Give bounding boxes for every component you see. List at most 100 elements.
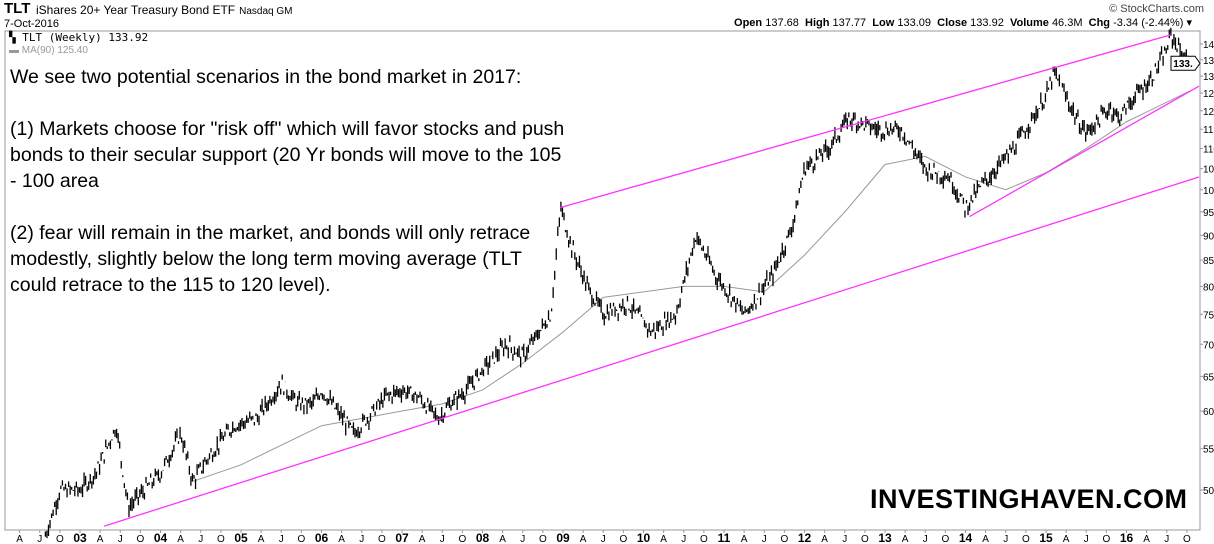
x-tick-label: 15	[1039, 531, 1053, 544]
x-tick-label: J	[440, 534, 445, 544]
y-tick-label: 75	[1203, 310, 1214, 321]
x-tick-label: J	[359, 534, 364, 544]
ohlc-bar: Open 137.68 High 137.77 Low 133.09 Close…	[734, 17, 1192, 30]
price-tag-label: 133.	[1173, 59, 1193, 70]
y-tick-label: 135	[1203, 56, 1214, 67]
x-tick-label: A	[741, 534, 748, 544]
annotation-line: (2) fear will remain in the market, and …	[10, 222, 531, 296]
x-tick-label: 07	[395, 531, 409, 544]
open-label: Open	[734, 17, 763, 29]
x-tick-label: J	[520, 534, 525, 544]
x-tick-label: 16	[1120, 531, 1134, 544]
open-value: 137.68	[765, 17, 799, 29]
x-tick-label: O	[539, 534, 547, 544]
low-label: Low	[872, 17, 895, 29]
x-tick-label: J	[923, 534, 928, 544]
x-tick-label: 10	[637, 531, 651, 544]
y-tick-label: 130	[1203, 72, 1214, 83]
trendline	[103, 176, 1200, 527]
trendline	[969, 85, 1200, 218]
y-tick-label: 60	[1203, 407, 1214, 418]
x-tick-label: J	[842, 534, 847, 544]
x-tick-label: J	[279, 534, 284, 544]
x-tick-label: O	[1102, 534, 1110, 544]
x-tick-label: O	[56, 534, 64, 544]
y-tick-label: 110	[1203, 144, 1214, 155]
x-tick-label: J	[601, 534, 606, 544]
x-tick-label: O	[619, 534, 627, 544]
x-tick-label: A	[1143, 534, 1150, 544]
x-tick-label: 14	[959, 531, 973, 544]
y-tick-label: 95	[1203, 208, 1214, 219]
candlestick-icon: ▚	[9, 31, 16, 44]
y-tick-label: 105	[1203, 165, 1214, 176]
x-tick-label: 09	[556, 531, 570, 544]
x-tick-label: A	[16, 534, 23, 544]
legend-ma-text: MA(90) 125.40	[21, 45, 88, 56]
x-tick-label: 05	[234, 531, 248, 544]
security-name-text: iShares 20+ Year Treasury Bond ETF	[36, 3, 236, 17]
x-tick-label: J	[118, 534, 123, 544]
legend-ma: ▬ MA(90) 125.40	[9, 45, 88, 56]
x-tick-label: O	[217, 534, 225, 544]
x-tick-label: J	[1003, 534, 1008, 544]
x-tick-label: O	[458, 534, 466, 544]
close-value: 133.92	[970, 17, 1004, 29]
x-tick-label: 13	[878, 531, 892, 544]
copyright: © StockCharts.com	[1109, 3, 1204, 15]
plot-frame	[4, 30, 1201, 531]
high-label: High	[805, 17, 830, 29]
x-tick-label: A	[660, 534, 667, 544]
x-tick-label: 06	[315, 531, 329, 544]
y-tick-label: 50	[1203, 486, 1214, 497]
x-tick-label: A	[982, 534, 989, 544]
x-tick-label: O	[297, 534, 305, 544]
y-tick-label: 70	[1203, 340, 1214, 351]
x-tick-label: 11	[718, 531, 731, 544]
y-tick-label: 120	[1203, 107, 1214, 118]
chart-date: 7-Oct-2016	[4, 18, 60, 30]
high-value: 137.77	[832, 17, 867, 29]
x-tick-label: 08	[476, 531, 490, 544]
x-tick-label: A	[97, 534, 104, 544]
ma-line-icon: ▬	[9, 45, 19, 56]
x-tick-label: J	[681, 534, 686, 544]
annotation-line: We see two potential scenarios in the bo…	[10, 66, 522, 88]
x-tick-label: J	[37, 534, 42, 544]
x-tick-label: O	[700, 534, 708, 544]
x-tick-label: A	[902, 534, 909, 544]
x-tick-label: A	[177, 534, 184, 544]
x-tick-label: O	[378, 534, 386, 544]
x-tick-label: O	[941, 534, 949, 544]
exchange: Nasdaq GM	[239, 6, 293, 17]
x-tick-label: J	[198, 534, 203, 544]
x-tick-label: 03	[73, 531, 87, 544]
brand-watermark: INVESTINGHAVEN.COM	[870, 484, 1188, 514]
close-label: Close	[937, 17, 968, 29]
chg-label: Chg	[1088, 17, 1111, 29]
x-tick-label: A	[338, 534, 345, 544]
x-tick-label: 04	[154, 531, 168, 544]
x-tick-label: O	[780, 534, 788, 544]
y-tick-label: 85	[1203, 256, 1214, 267]
x-tick-label: A	[499, 534, 506, 544]
price-tag	[1170, 55, 1201, 71]
x-tick-label: A	[821, 534, 828, 544]
y-tick-label: 125	[1203, 89, 1214, 100]
dropdown-arrow-icon[interactable]: ▾	[1186, 17, 1192, 29]
x-tick-label: J	[1164, 534, 1169, 544]
x-tick-label: O	[1183, 534, 1191, 544]
y-tick-label: 55	[1203, 445, 1214, 456]
y-tick-label: 115	[1203, 125, 1214, 136]
legend-price: ▚ TLT (Weekly) 133.92	[9, 32, 148, 44]
x-tick-label: O	[136, 534, 144, 544]
volume-label: Volume	[1009, 17, 1049, 29]
chg-value: -3.34 (-2.44%)	[1113, 17, 1184, 29]
legend-price-text: TLT (Weekly) 133.92	[22, 31, 149, 44]
annotation-text: We see two potential scenarios in the bo…	[10, 64, 570, 324]
x-tick-label: A	[580, 534, 587, 544]
price-bars	[44, 27, 1189, 539]
x-tick-label: A	[419, 534, 426, 544]
y-tick-label: 100	[1203, 186, 1214, 197]
